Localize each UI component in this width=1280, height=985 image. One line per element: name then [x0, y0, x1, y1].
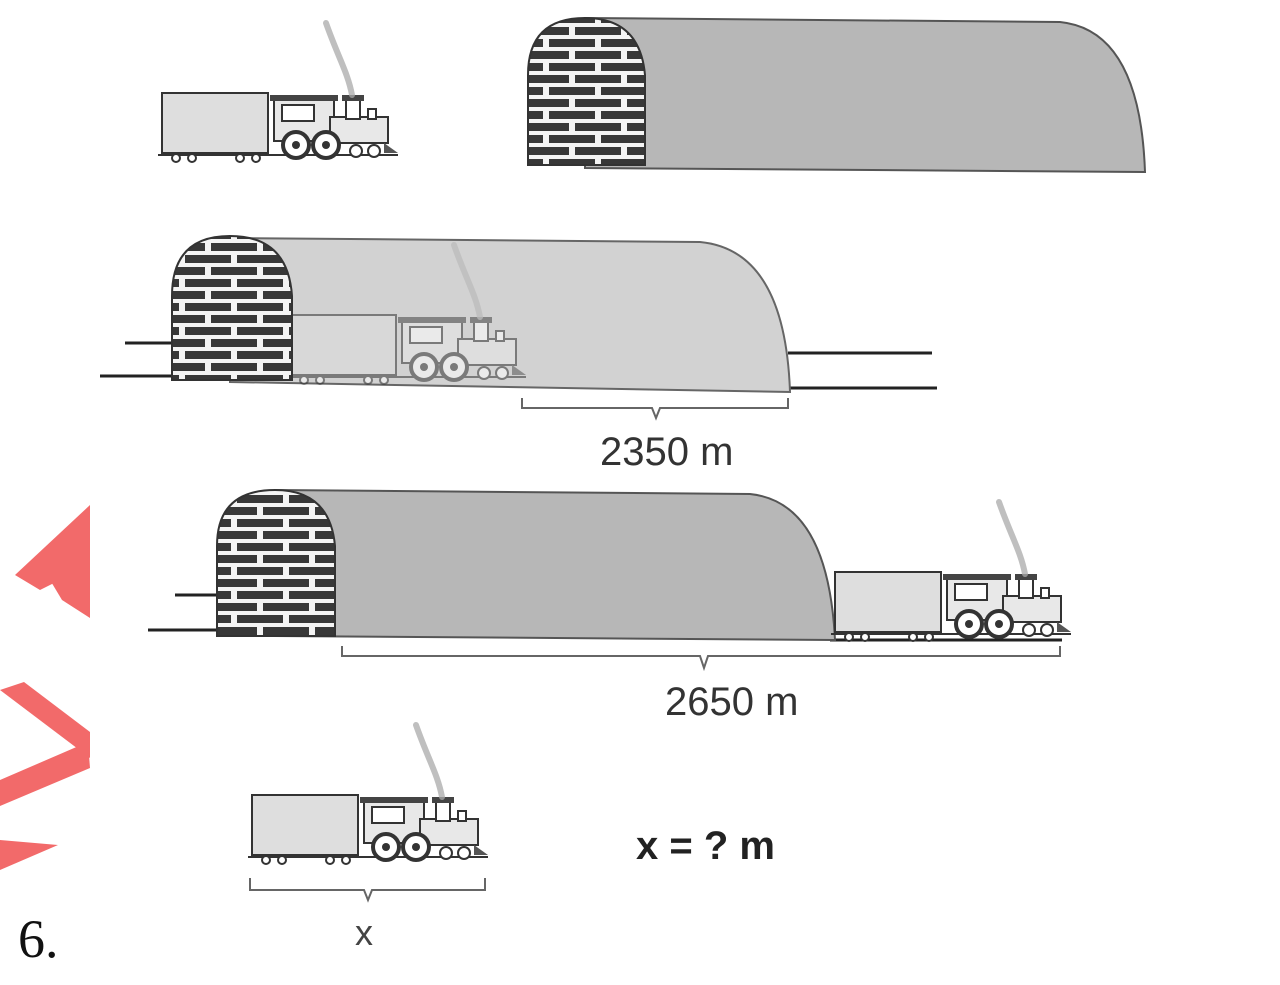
length-label-second: 2650 m — [665, 680, 799, 724]
brace-2350 — [521, 398, 789, 421]
train-3 — [831, 502, 1071, 641]
problem-number: 6. — [18, 909, 59, 969]
train-length-label: x — [355, 912, 373, 953]
tracks-2 — [100, 341, 937, 390]
train-1 — [158, 23, 398, 162]
brace-x — [249, 878, 486, 903]
watermark — [0, 505, 90, 870]
tunnel-2-entrance — [171, 234, 293, 381]
question-label: x = ? m — [636, 824, 775, 868]
tunnel-1 — [527, 16, 1147, 174]
brace-2650 — [341, 646, 1061, 672]
train-4 — [248, 725, 488, 864]
length-label-first: 2350 m — [600, 430, 734, 474]
tunnel-3 — [216, 488, 837, 642]
